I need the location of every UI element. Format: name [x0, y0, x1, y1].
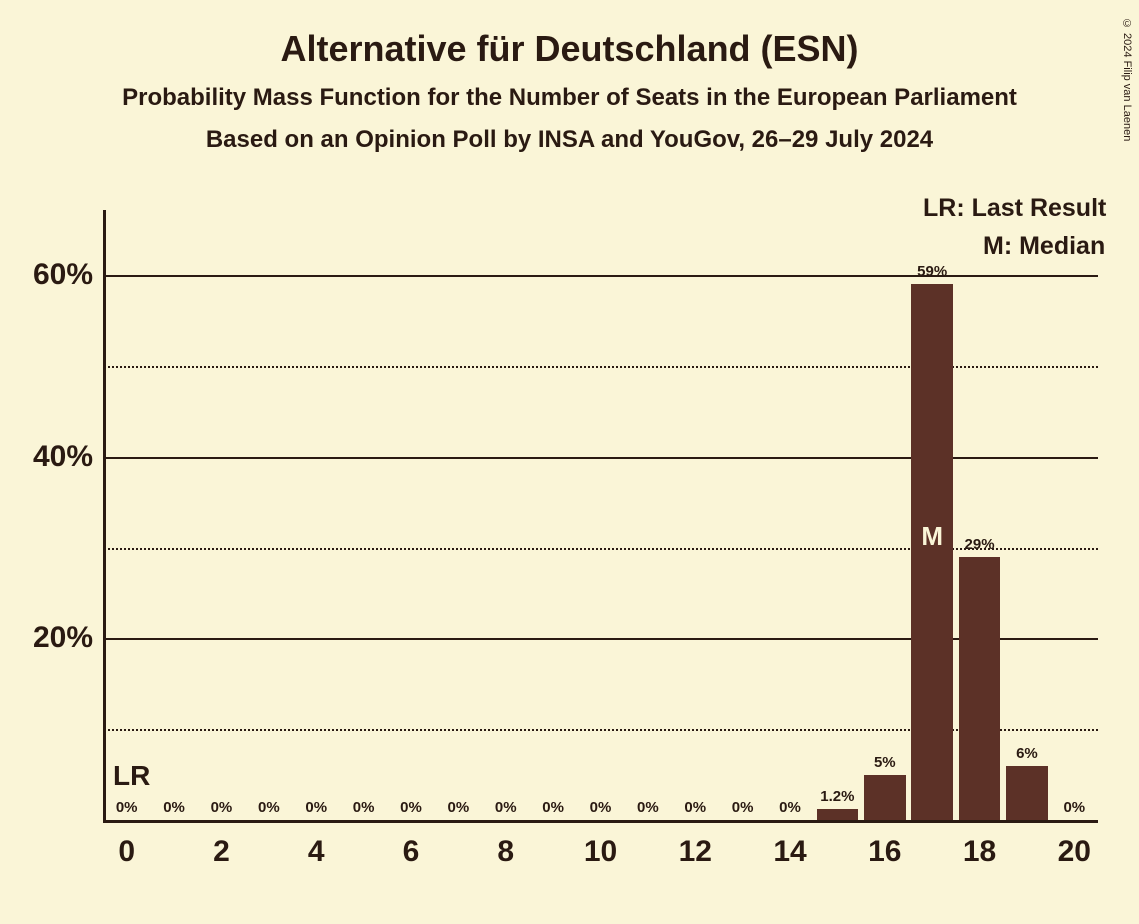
bar-value-label: 0%	[542, 799, 564, 816]
bar-value-label: 0%	[1063, 799, 1085, 816]
bar-value-label: 29%	[965, 536, 995, 553]
bar-value-label: 1.2%	[820, 788, 854, 805]
copyright-text: © 2024 Filip van Laenen	[1121, 18, 1133, 141]
bar-value-label: 0%	[163, 799, 185, 816]
legend-median: M: Median	[983, 232, 1105, 261]
median-marker: M	[921, 521, 943, 552]
chart-title: Alternative für Deutschland (ESN)	[0, 0, 1139, 70]
plot-area: 20%40%60% 02468101214161820 M 0%0%0%0%0%…	[103, 230, 1098, 820]
x-tick-label: 8	[497, 835, 514, 869]
legend-last-result: LR: Last Result	[923, 194, 1106, 223]
bar-value-label: 0%	[258, 799, 280, 816]
y-tick-label: 40%	[33, 440, 93, 474]
last-result-marker: LR	[113, 760, 150, 792]
bar-value-label: 0%	[400, 799, 422, 816]
bar-value-label: 0%	[684, 799, 706, 816]
bar-value-label: 0%	[211, 799, 233, 816]
bar	[959, 557, 1001, 820]
bar-value-label: 59%	[917, 263, 947, 280]
bar-value-label: 6%	[1016, 745, 1038, 762]
x-tick-label: 16	[868, 835, 901, 869]
x-tick-label: 14	[773, 835, 806, 869]
bar-value-label: 0%	[779, 799, 801, 816]
chart-subtitle-2: Based on an Opinion Poll by INSA and You…	[0, 112, 1139, 154]
y-tick-label: 60%	[33, 258, 93, 292]
bar-value-label: 0%	[637, 799, 659, 816]
bar-value-label: 0%	[448, 799, 470, 816]
chart-subtitle-1: Probability Mass Function for the Number…	[0, 70, 1139, 112]
x-tick-label: 18	[963, 835, 996, 869]
chart-container: Alternative für Deutschland (ESN) Probab…	[0, 0, 1139, 924]
bar-value-label: 0%	[495, 799, 517, 816]
x-tick-label: 20	[1058, 835, 1091, 869]
bar-value-label: 0%	[305, 799, 327, 816]
gridline-major	[103, 275, 1098, 277]
x-tick-label: 12	[679, 835, 712, 869]
bar	[911, 284, 953, 820]
x-axis-line	[103, 820, 1098, 823]
bar-value-label: 0%	[353, 799, 375, 816]
y-tick-label: 20%	[33, 621, 93, 655]
bar	[817, 809, 859, 820]
x-tick-label: 6	[403, 835, 420, 869]
x-tick-label: 2	[213, 835, 230, 869]
bar	[864, 775, 906, 820]
bar	[1006, 766, 1048, 820]
x-tick-label: 0	[118, 835, 135, 869]
x-tick-label: 4	[308, 835, 325, 869]
x-tick-label: 10	[584, 835, 617, 869]
bar-value-label: 0%	[732, 799, 754, 816]
bar-value-label: 0%	[590, 799, 612, 816]
bar-value-label: 0%	[116, 799, 138, 816]
bar-value-label: 5%	[874, 754, 896, 771]
